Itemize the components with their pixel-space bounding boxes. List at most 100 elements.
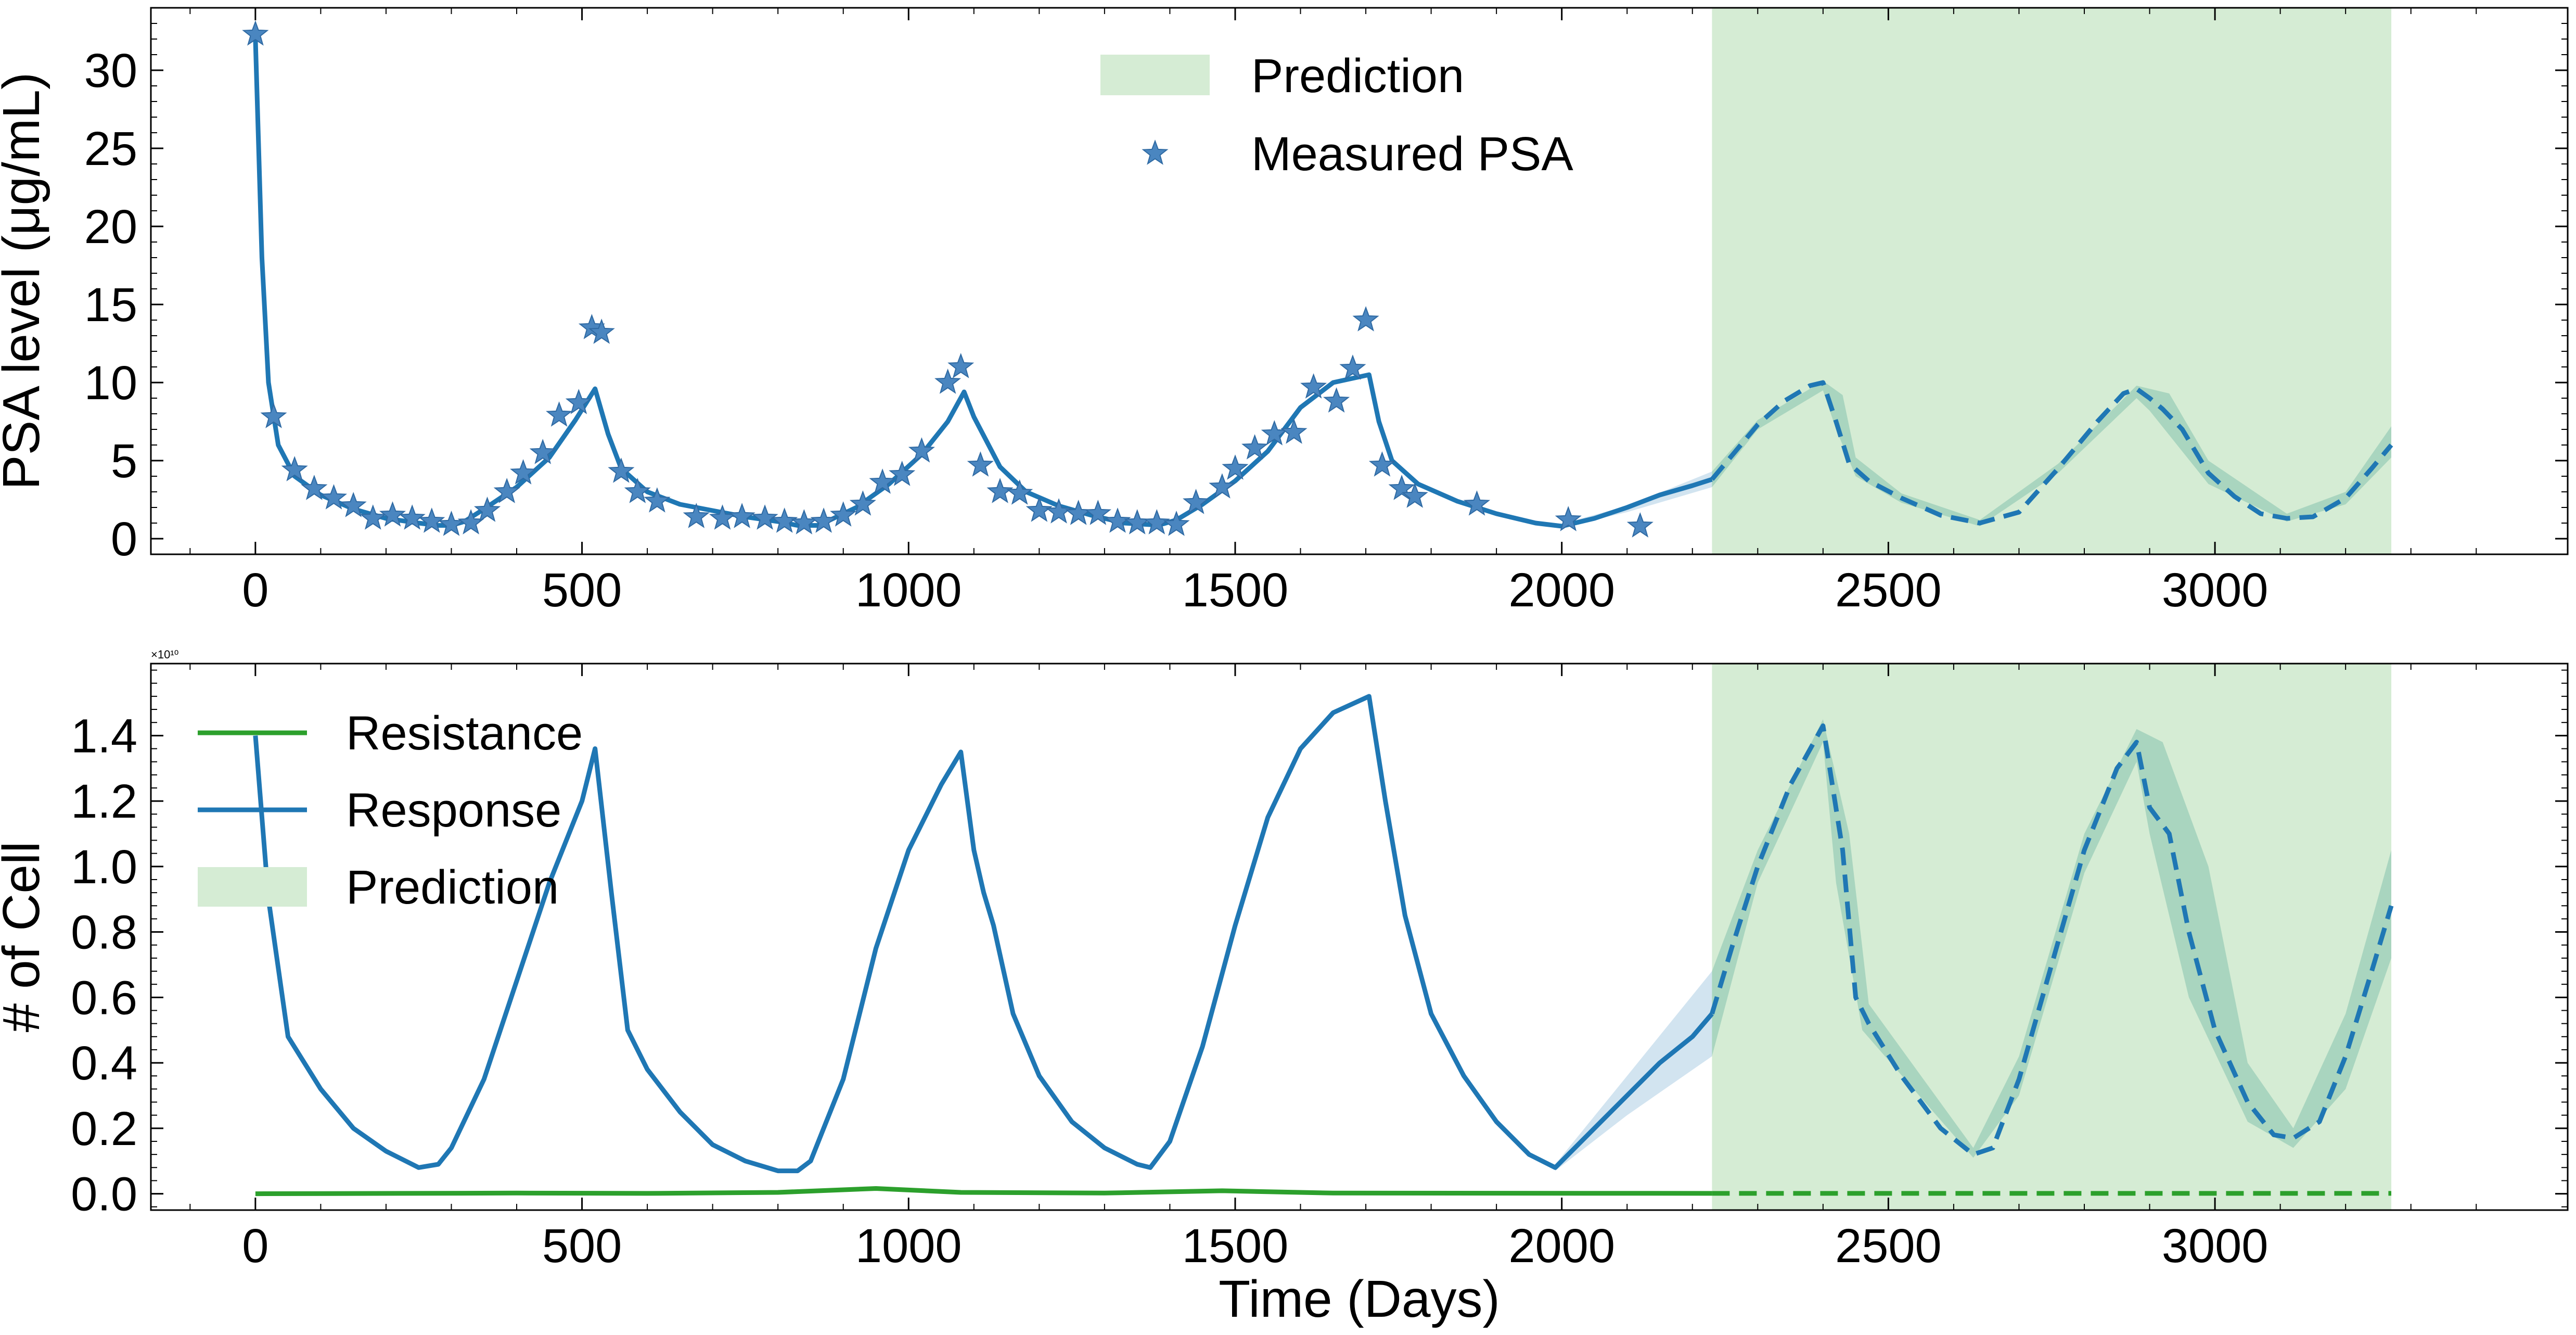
y-tick-label: 0.2 [71, 1102, 137, 1155]
x-tick-label: 500 [542, 564, 622, 617]
axes-frame [150, 7, 2569, 555]
measured-psa-point [1084, 500, 1111, 525]
uncertainty-band [1561, 472, 1712, 528]
x-tick-label: 1500 [1182, 564, 1289, 617]
measured-psa-point [624, 478, 651, 503]
model-prediction-line [1710, 380, 2393, 526]
measured-psa-point [869, 468, 896, 494]
measured-psa-point [320, 484, 348, 510]
x-tick-label: 1500 [1182, 1219, 1289, 1273]
prediction-region [1712, 8, 2392, 554]
legend-label: Prediction [1251, 49, 1464, 103]
x-tick-label: 1000 [855, 564, 962, 617]
measured-psa-point [728, 503, 755, 528]
measured-psa-point [301, 475, 328, 500]
measured-psa-point [565, 389, 592, 414]
y-tick-label: 1.2 [71, 775, 137, 828]
measured-psa-point [608, 457, 635, 483]
measured-psa-point [546, 401, 573, 427]
y-axis-label: # of Cell [0, 842, 50, 1033]
y-tick-label: 0.0 [71, 1168, 137, 1221]
model-line [253, 39, 1713, 529]
measured-psa-point [360, 504, 387, 530]
measured-psa-point [1626, 512, 1654, 538]
measured-psa-point [1104, 507, 1131, 533]
measured-psa-point [399, 504, 426, 530]
y-tick-label: 10 [84, 357, 137, 410]
measured-psa-point [1065, 500, 1092, 525]
x-axis-label: Time (Days) [1219, 1270, 1500, 1328]
measured-psa-point [1222, 454, 1249, 480]
model-prediction-line [1710, 723, 2394, 1157]
x-tick-label: 2000 [1508, 1219, 1615, 1273]
measured-psa-point [810, 507, 837, 533]
y-tick-label: 1.0 [71, 841, 137, 894]
measured-psa-point [1323, 387, 1350, 413]
legend: Resistance Response Prediction [198, 707, 583, 914]
x-tick-label: 3000 [2162, 564, 2269, 617]
measured-psa-point [1555, 506, 1582, 531]
measured-psa-point [1045, 498, 1072, 524]
y-tick-label: 0.8 [71, 906, 137, 959]
measured-psa-point [1401, 482, 1428, 508]
measured-psa-point [1163, 511, 1190, 536]
measured-psa-point [849, 490, 876, 516]
measured-psa-point [771, 507, 798, 533]
y-tick-label: 30 [84, 44, 137, 97]
legend-star-marker [1142, 139, 1169, 165]
measured-psa-point [1352, 306, 1379, 332]
y-tick-label: 0.4 [71, 1037, 137, 1090]
legend-label: Response [346, 784, 561, 837]
measured-psa-point [1183, 489, 1210, 514]
y-tick-label: 0 [111, 513, 137, 566]
bottom-plot-area [253, 664, 2394, 1210]
measured-psa-point [1209, 473, 1236, 499]
y-tick-label: 20 [84, 200, 137, 253]
y-tick-label: 1.4 [71, 709, 137, 762]
measured-psa-point [1124, 509, 1151, 535]
measured-psa-point [934, 368, 962, 394]
measured-psa-point [588, 319, 615, 344]
cell-count-panel: 0 500 1000 1500 2000 2500 3000 0.0 0.2 0.4 0.6 0.8 1… [0, 648, 2569, 1328]
y-tick-label: 5 [111, 435, 137, 488]
legend: Prediction Measured PSA [1100, 49, 1573, 181]
top-plot-area [242, 8, 2393, 554]
measured-psa-point [281, 456, 308, 481]
x-tick-label: 2500 [1835, 1219, 1942, 1273]
axes-frame [150, 663, 2569, 1211]
measured-psa-point [493, 478, 520, 503]
y-exponent-label: ×10¹⁰ [151, 648, 179, 661]
measured-psa-point [1368, 451, 1396, 477]
measured-psa-point [986, 478, 1014, 503]
measured-psa-point [529, 439, 556, 464]
measured-psa-point [830, 501, 857, 527]
measured-psa-point [967, 451, 994, 477]
measured-psa-point [473, 497, 501, 522]
uncertainty-band [1555, 971, 1712, 1171]
measured-psa-point [379, 501, 406, 527]
measured-psa-point [1388, 475, 1415, 500]
measured-psa-point [510, 459, 537, 485]
legend-prediction-swatch [1100, 55, 1210, 95]
measured-psa-point [1143, 509, 1170, 535]
x-tick-label: 3000 [2162, 1219, 2269, 1273]
legend-label: Prediction [346, 861, 559, 914]
x-tick-label: 0 [242, 1219, 268, 1273]
y-tick-label: 0.6 [71, 971, 137, 1024]
measured-psa-point [751, 504, 778, 530]
measured-psa-point [790, 509, 817, 535]
measured-psa-point [683, 503, 710, 528]
measured-psa-point [908, 437, 935, 463]
measured-psa-point [644, 487, 671, 513]
legend-label: Resistance [346, 707, 583, 760]
measured-psa-point [438, 511, 465, 536]
y-axis-label: PSA level (μg/mL) [0, 72, 50, 490]
measured-psa-point [1280, 418, 1308, 444]
y-tick-label: 15 [84, 278, 137, 332]
x-tick-label: 2000 [1508, 564, 1615, 617]
measured-psa-point [1339, 354, 1366, 380]
x-tick-label: 2500 [1835, 564, 1942, 617]
measured-psa-point [1026, 497, 1053, 522]
measured-psa-point [947, 353, 975, 378]
